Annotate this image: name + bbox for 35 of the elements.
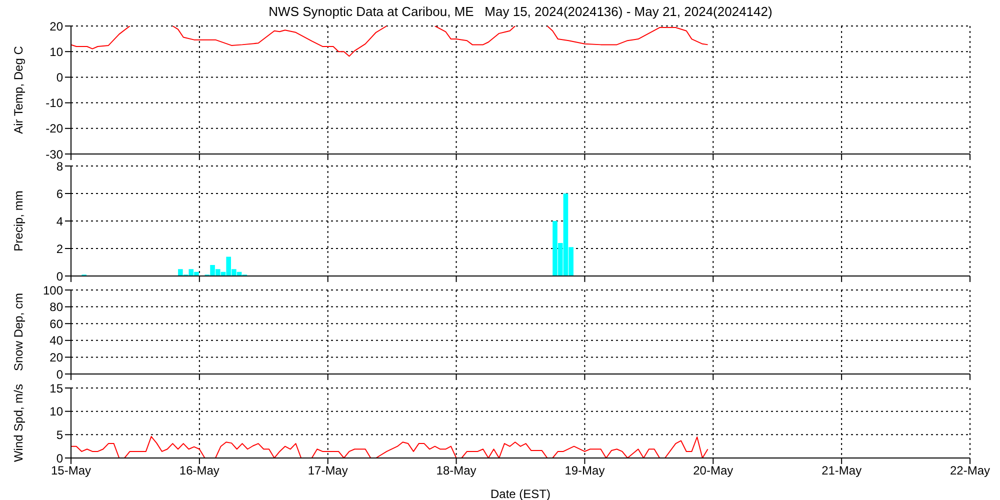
y-tick-label: 0 — [56, 451, 64, 466]
y-tick-label: 60 — [50, 316, 64, 331]
y-tick-label: -10 — [46, 96, 64, 110]
x-tick-label: 16-May — [179, 464, 220, 478]
x-tick-label: 18-May — [436, 464, 476, 478]
y-tick-label: 100 — [42, 283, 64, 298]
x-tick-label: 20-May — [693, 464, 734, 478]
y-tick-label: 40 — [50, 334, 64, 348]
y-tick-label: -20 — [46, 122, 64, 136]
y-tick-label: 0 — [56, 269, 64, 284]
x-tick-label: 19-May — [564, 464, 605, 478]
x-tick-label: 21-May — [822, 464, 862, 478]
chart-title: NWS Synoptic Data at Caribou, ME May 15, 2024(2024136) - May 21, 2024(2024142) — [268, 4, 774, 19]
y-tick-label: 6 — [56, 186, 64, 201]
y-tick-label: 20 — [50, 350, 64, 364]
x-tick-label: 22-May — [950, 464, 990, 478]
y-tick-label: -30 — [46, 147, 64, 162]
y-axis-title: Air Temp, Deg C — [11, 46, 26, 134]
y-axis-title: Wind Spd, m/s — [11, 384, 26, 462]
y-tick-label: 0 — [56, 70, 64, 84]
x-tick-label: 15-May — [50, 464, 92, 478]
y-tick-label: 2 — [56, 242, 64, 256]
y-tick-label: 8 — [56, 159, 64, 174]
y-tick-label: 80 — [50, 300, 64, 314]
y-axis-title: Snow Dep, cm — [11, 292, 26, 372]
y-axis-title: Precip, mm — [11, 190, 26, 252]
y-tick-label: 10 — [50, 404, 64, 419]
x-tick-label: 17-May — [308, 464, 348, 478]
y-tick-label: 4 — [56, 214, 64, 228]
line-series — [71, 436, 708, 458]
y-tick-label: 5 — [56, 428, 64, 442]
y-tick-label: 10 — [50, 44, 64, 59]
y-tick-label: 0 — [56, 367, 64, 382]
y-tick-label: 20 — [50, 19, 64, 34]
y-tick-label: 15 — [50, 381, 64, 396]
